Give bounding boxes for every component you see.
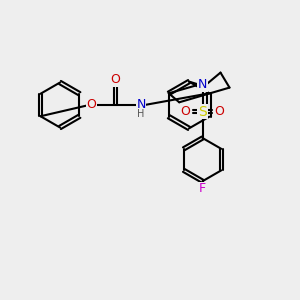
Text: N: N (198, 78, 207, 91)
Text: O: O (87, 98, 96, 112)
Text: H: H (137, 109, 145, 119)
Text: N: N (136, 98, 146, 112)
Text: F: F (199, 182, 206, 195)
Text: S: S (198, 105, 207, 118)
Text: O: O (181, 105, 190, 118)
Text: O: O (215, 105, 224, 118)
Text: O: O (111, 73, 120, 86)
